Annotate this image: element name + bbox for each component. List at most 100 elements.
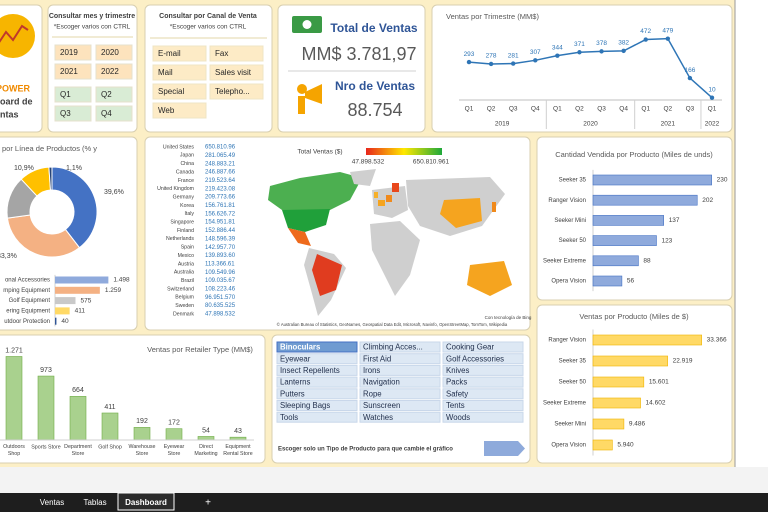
- data-label: 479: [662, 27, 673, 34]
- data-label: 411: [75, 308, 86, 315]
- filter-option[interactable]: Q1: [60, 90, 71, 99]
- filter-button[interactable]: [54, 86, 92, 103]
- country-value: 219.523.64: [205, 178, 236, 184]
- filter-option[interactable]: 2022: [101, 67, 119, 76]
- filter-button[interactable]: [54, 63, 92, 80]
- slicer-button[interactable]: [276, 376, 358, 388]
- slicer-button[interactable]: [359, 400, 441, 411]
- filter-option[interactable]: 2021: [60, 67, 78, 76]
- filter-button[interactable]: [95, 105, 133, 122]
- filter-option[interactable]: Mail: [158, 68, 173, 77]
- active-tab[interactable]: [117, 492, 175, 511]
- slicer-option[interactable]: Packs: [446, 378, 467, 387]
- slicer-button[interactable]: [442, 411, 524, 423]
- line-point: [510, 61, 516, 66]
- slicer-option[interactable]: Cooking Gear: [446, 343, 495, 352]
- slicer-button[interactable]: [276, 364, 358, 376]
- filter-button[interactable]: [209, 83, 264, 100]
- filter-button[interactable]: [152, 83, 207, 100]
- slicer-option[interactable]: First Aid: [363, 354, 391, 363]
- x-tick-label: Golf Shop: [98, 444, 122, 450]
- filter-button[interactable]: [152, 64, 207, 81]
- slicer-option[interactable]: Tents: [446, 401, 465, 410]
- filter-button[interactable]: [152, 45, 207, 62]
- country-japan: [492, 202, 496, 212]
- filter-button[interactable]: [209, 64, 264, 81]
- slicer-button[interactable]: [442, 388, 524, 400]
- country-name: Netherlands: [166, 236, 194, 242]
- filter-button[interactable]: [95, 63, 133, 80]
- line-point: [577, 50, 582, 55]
- slicer-button[interactable]: [442, 364, 524, 376]
- slicer-note: Escoger solo un Tipo de Producto para qu…: [278, 447, 453, 453]
- slicer-button[interactable]: [359, 364, 441, 376]
- sheet-tab[interactable]: Ventas: [40, 498, 64, 507]
- slicer-option[interactable]: Irons: [363, 366, 380, 375]
- slicer-option[interactable]: Navigation: [363, 378, 400, 387]
- filter-option[interactable]: Sales visit: [215, 68, 252, 77]
- slicer-option[interactable]: Knives: [446, 366, 470, 375]
- slicer-button[interactable]: [442, 376, 524, 388]
- filter-option[interactable]: E-mail: [158, 49, 181, 58]
- sheet-tab[interactable]: Tablas: [83, 498, 106, 507]
- filter-option[interactable]: 2019: [60, 48, 78, 57]
- country-value: 650.810.96: [205, 145, 236, 151]
- slicer-option[interactable]: Woods: [446, 413, 470, 422]
- slicer-button[interactable]: [276, 341, 358, 353]
- slicer-button[interactable]: [359, 353, 441, 365]
- filter-button[interactable]: [95, 86, 133, 103]
- country-name: Austria: [178, 261, 194, 267]
- filter-button[interactable]: [209, 45, 264, 62]
- filter-button[interactable]: [54, 105, 92, 122]
- slicer-button[interactable]: [359, 388, 441, 400]
- slicer-option[interactable]: Eyewear: [280, 354, 311, 363]
- slicer-option[interactable]: Golf Accessories: [446, 354, 504, 363]
- slicer-button[interactable]: [359, 376, 441, 388]
- x-tick-label: Outdoors Shop: [3, 444, 25, 457]
- slicer-button[interactable]: [359, 411, 441, 423]
- add-sheet[interactable]: +: [205, 498, 211, 509]
- slicer-option[interactable]: Sleeping Bags: [280, 401, 330, 410]
- filter-option[interactable]: Q4: [101, 109, 112, 118]
- slicer-button[interactable]: [359, 341, 441, 353]
- filter-option[interactable]: Q2: [101, 90, 112, 99]
- filter-option[interactable]: Telepho...: [215, 87, 250, 96]
- bar: [55, 307, 70, 315]
- y-tick-label: Opera Vision: [551, 279, 586, 285]
- filter-option[interactable]: Web: [158, 106, 175, 115]
- slicer-option[interactable]: Safety: [446, 389, 468, 398]
- line-point: [643, 37, 648, 42]
- filter-button[interactable]: [152, 102, 207, 119]
- filter-button[interactable]: [95, 44, 133, 61]
- slicer-option[interactable]: Insect Repellents: [280, 366, 340, 375]
- data-label: 10: [708, 86, 716, 93]
- data-label: 9.486: [629, 421, 646, 428]
- data-label: 40: [61, 318, 69, 325]
- country-name: Belgium: [175, 295, 194, 301]
- slicer-option[interactable]: Watches: [363, 413, 393, 422]
- slicer-option[interactable]: Sunscreen: [363, 401, 400, 410]
- slicer-button[interactable]: [276, 388, 358, 400]
- slicer-option[interactable]: Tools: [280, 413, 298, 422]
- filter-option[interactable]: 2020: [101, 48, 119, 57]
- filter-option[interactable]: Q3: [60, 109, 71, 118]
- filter-button[interactable]: [54, 44, 92, 61]
- data-label: 88: [643, 258, 651, 265]
- data-label: 371: [574, 41, 585, 48]
- slicer-button[interactable]: [276, 400, 358, 411]
- slicer-button[interactable]: [276, 411, 358, 423]
- slicer-option[interactable]: Rope: [363, 389, 382, 398]
- slicer-option[interactable]: Binoculars: [280, 343, 321, 352]
- slicer-button[interactable]: [442, 341, 524, 353]
- slicer-option[interactable]: Climbing Acces...: [363, 343, 423, 352]
- kpi-value: MM$ 3.781,97: [301, 44, 416, 64]
- filter-option[interactable]: Fax: [215, 49, 228, 58]
- slicer-button[interactable]: [276, 353, 358, 365]
- sheet-tab[interactable]: Dashboard: [125, 498, 167, 507]
- filter-option[interactable]: Special: [158, 87, 184, 96]
- slicer-button[interactable]: [442, 353, 524, 365]
- slicer-option[interactable]: Lanterns: [280, 378, 310, 387]
- slicer-option[interactable]: Putters: [280, 389, 305, 398]
- slicer-button[interactable]: [442, 400, 524, 411]
- bar: [55, 317, 57, 325]
